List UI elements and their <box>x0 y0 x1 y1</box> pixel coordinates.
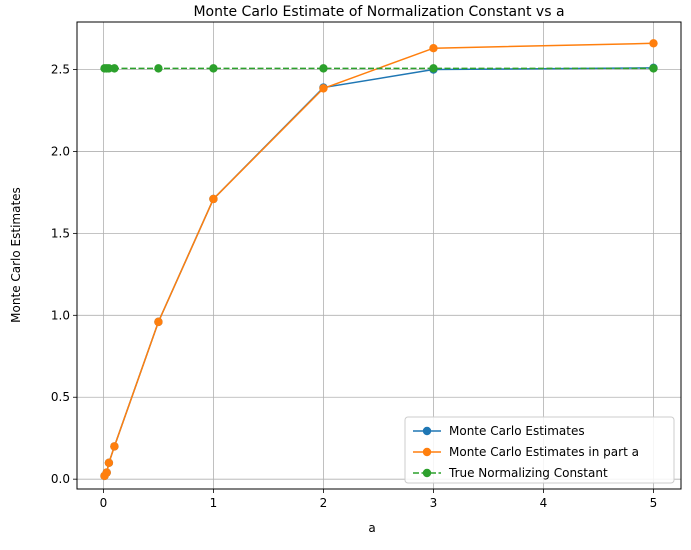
grid <box>77 22 681 489</box>
x-tick-label: 3 <box>430 496 438 510</box>
data-point <box>209 194 218 204</box>
x-tick-label: 4 <box>540 496 548 510</box>
legend-box <box>404 416 675 484</box>
x-tick-label: 1 <box>210 496 218 510</box>
data-point <box>110 442 119 451</box>
legend-label: Monte Carlo Estimates <box>449 424 585 438</box>
data-point <box>429 64 438 73</box>
data-point <box>209 64 218 73</box>
x-tick-label: 5 <box>650 496 658 510</box>
chart-title: Monte Carlo Estimate of Normalization Co… <box>193 4 564 20</box>
data-point <box>110 64 119 73</box>
legend-item: Monte Carlo Estimates <box>413 424 585 438</box>
legend-swatch-marker <box>422 447 432 457</box>
data-point <box>104 458 114 467</box>
y-tick-label: 1.0 <box>51 308 70 322</box>
legend-swatch-marker <box>422 468 432 478</box>
series-1 <box>100 39 658 481</box>
y-tick-label: 0.5 <box>51 390 70 404</box>
data-point <box>649 39 658 48</box>
legend-item: True Normalizing Constant <box>413 466 608 480</box>
x-tick-label: 0 <box>100 496 108 510</box>
series-2 <box>100 64 658 73</box>
data-point <box>319 84 328 93</box>
data-point <box>154 317 163 327</box>
data-point <box>319 64 328 73</box>
y-tick-label: 1.5 <box>51 226 70 240</box>
y-axis-label: Monte Carlo Estimates <box>9 187 23 323</box>
data-point <box>649 64 658 73</box>
y-tick-label: 0.0 <box>51 472 70 486</box>
legend-swatch-marker <box>422 426 432 436</box>
y-tick-label: 2.0 <box>51 144 70 158</box>
legend-item: Monte Carlo Estimates in part a <box>413 445 639 459</box>
data-point <box>154 64 163 73</box>
data-point <box>429 44 438 53</box>
y-tick-label: 2.5 <box>51 63 70 77</box>
legend: Monte Carlo Estimates Monte Carlo Estimat… <box>404 416 675 484</box>
plot-frame <box>76 21 682 490</box>
data-point <box>102 468 111 477</box>
series-layer <box>100 39 658 481</box>
x-tick-label: 2 <box>320 496 328 510</box>
ticks: 0 1 2 3 4 5 0.0 0.5 1.0 1.5 2.0 2.5 <box>51 63 657 510</box>
legend-label: True Normalizing Constant <box>448 466 608 480</box>
x-axis-label: a <box>368 521 375 535</box>
legend-label: Monte Carlo Estimates in part a <box>449 445 639 459</box>
